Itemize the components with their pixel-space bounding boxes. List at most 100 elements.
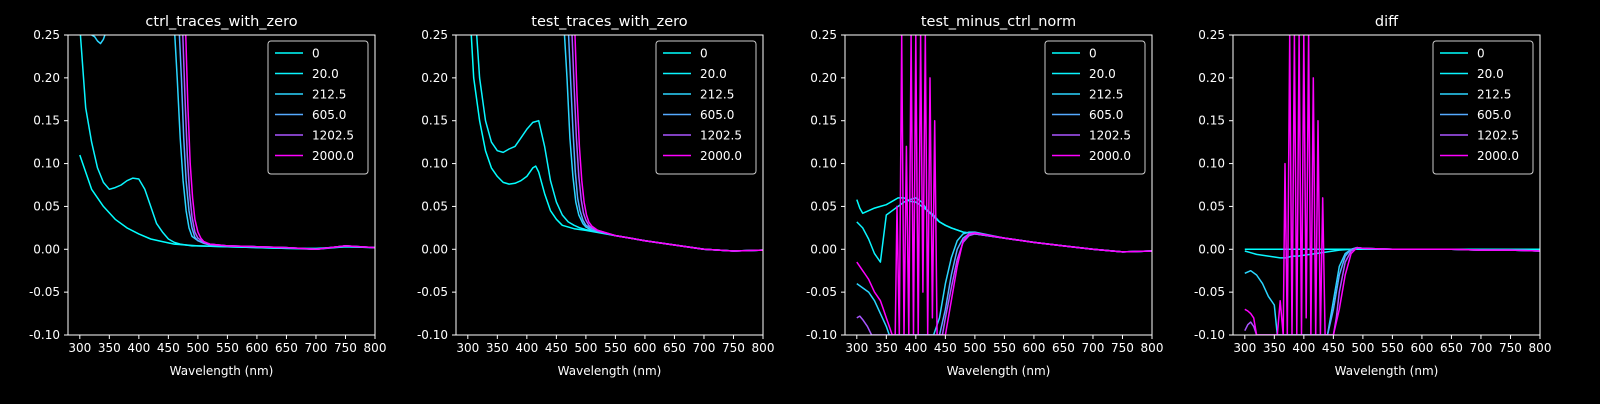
legend: 0 20.0 212.5 605.0 1202.5 2000.0 [655, 40, 757, 175]
x-tick-label: 350 [98, 341, 121, 355]
x-tick-label: 400 [1292, 341, 1315, 355]
plot-frame [455, 34, 764, 336]
y-tick-label: 0.00 [421, 242, 448, 256]
x-tick-label: 550 [993, 341, 1016, 355]
y-tick-label: 0.05 [421, 199, 448, 213]
legend-label: 212.5 [1477, 88, 1511, 102]
legend-label: 212.5 [1089, 88, 1123, 102]
legend-label: 0 [1477, 47, 1485, 61]
series-lines [470, 35, 763, 252]
x-tick-label: 300 [456, 341, 479, 355]
x-tick-label: 700 [1470, 341, 1493, 355]
x-tick-label: 500 [963, 341, 986, 355]
y-tick-label: -0.10 [417, 328, 448, 342]
y-tick-label: -0.05 [806, 285, 837, 299]
legend-label: 2000.0 [312, 149, 354, 163]
x-tick-label: 350 [875, 341, 898, 355]
legend-label: 0 [700, 47, 708, 61]
legend-label: 2000.0 [700, 149, 742, 163]
x-tick-label: 450 [545, 341, 568, 355]
chart-title: ctrl_traces_with_zero [145, 14, 297, 30]
x-tick-label: 650 [1052, 341, 1075, 355]
legend: 0 20.0 212.5 605.0 1202.5 2000.0 [267, 40, 369, 175]
x-tick-label: 300 [1233, 341, 1256, 355]
series-lines [856, 35, 1152, 335]
y-tick-label: 0.10 [33, 157, 60, 171]
legend-label: 0 [312, 47, 320, 61]
x-tick-label: 750 [1499, 341, 1522, 355]
legend-label: 1202.5 [312, 129, 354, 143]
y-tick-label: 0.25 [33, 28, 60, 42]
x-tick-label: 600 [633, 341, 656, 355]
y-tick-label: 0.10 [1198, 157, 1225, 171]
subplot-1: ctrl_traces_with_zero 300 350 400 450 500 550 6… [29, 14, 387, 378]
x-tick-label: 800 [1141, 341, 1164, 355]
legend-label: 605.0 [1089, 108, 1123, 122]
chart-title: test_traces_with_zero [531, 14, 688, 30]
y-tick-label: -0.05 [1194, 285, 1225, 299]
y-tick-label: -0.05 [29, 285, 60, 299]
legend: 0 20.0 212.5 605.0 1202.5 2000.0 [1432, 40, 1534, 175]
y-tick-label: 0.25 [810, 28, 837, 42]
y-tick-label: 0.25 [421, 28, 448, 42]
series-lines [1244, 35, 1540, 335]
legend-label: 2000.0 [1089, 149, 1131, 163]
x-tick-label: 300 [68, 341, 91, 355]
y-tick-label: 0.00 [33, 242, 60, 256]
series-line-2000.0 [185, 35, 375, 251]
x-tick-label: 700 [693, 341, 716, 355]
x-axis-label: Wavelength (nm) [170, 364, 274, 378]
plot-frame [67, 34, 376, 336]
x-tick-label: 450 [157, 341, 180, 355]
y-tick-label: 0.05 [1198, 199, 1225, 213]
x-axis-label: Wavelength (nm) [558, 364, 662, 378]
y-tick-label: 0.05 [33, 199, 60, 213]
series-line-1202.5 [1244, 246, 1540, 335]
legend-label: 605.0 [312, 108, 346, 122]
x-axis-label: Wavelength (nm) [947, 364, 1051, 378]
legend-label: 20.0 [700, 67, 727, 81]
x-tick-label: 350 [486, 341, 509, 355]
y-tick-label: 0.15 [421, 114, 448, 128]
x-tick-label: 600 [1022, 341, 1045, 355]
y-tick-label: -0.10 [29, 328, 60, 342]
x-tick-label: 450 [1322, 341, 1345, 355]
x-tick-label: 800 [364, 341, 387, 355]
x-tick-label: 600 [1410, 341, 1433, 355]
series-line-212.5 [856, 231, 1152, 335]
legend-label: 212.5 [700, 88, 734, 102]
plot-frame [844, 34, 1153, 336]
legend-label: 20.0 [1089, 67, 1116, 81]
x-tick-label: 550 [604, 341, 627, 355]
series-line-1202.5 [856, 233, 1152, 335]
x-tick-label: 350 [1263, 341, 1286, 355]
x-tick-label: 700 [305, 341, 328, 355]
legend-label: 605.0 [700, 108, 734, 122]
x-tick-label: 650 [275, 341, 298, 355]
series-line-212.5 [1244, 246, 1540, 335]
x-tick-label: 300 [845, 341, 868, 355]
y-tick-label: 0.20 [1198, 71, 1225, 85]
x-tick-label: 700 [1082, 341, 1105, 355]
y-tick-label: 0.20 [33, 71, 60, 85]
y-tick-label: 0.15 [810, 114, 837, 128]
plot-frame [1232, 34, 1541, 336]
series-line-2000.0 [856, 35, 1152, 335]
y-tick-label: 0.15 [33, 114, 60, 128]
x-tick-label: 400 [127, 341, 150, 355]
subplot-4: diff 300 350 400 450 500 550 600 650 700 750 800 -0.… [1194, 14, 1552, 378]
legend-label: 20.0 [312, 67, 339, 81]
legend-label: 20.0 [1477, 67, 1504, 81]
legend-label: 0 [1089, 47, 1097, 61]
series-line-2000.0 [1244, 35, 1540, 335]
x-tick-label: 750 [334, 341, 357, 355]
x-tick-label: 800 [752, 341, 775, 355]
series-line-605.0 [938, 232, 1152, 335]
x-tick-label: 550 [216, 341, 239, 355]
x-tick-label: 750 [722, 341, 745, 355]
y-tick-label: -0.05 [417, 285, 448, 299]
subplot-3: test_minus_ctrl_norm 300 350 400 450 500 550 60… [806, 14, 1164, 378]
series-line-605.0 [1326, 246, 1540, 335]
x-tick-label: 650 [1440, 341, 1463, 355]
